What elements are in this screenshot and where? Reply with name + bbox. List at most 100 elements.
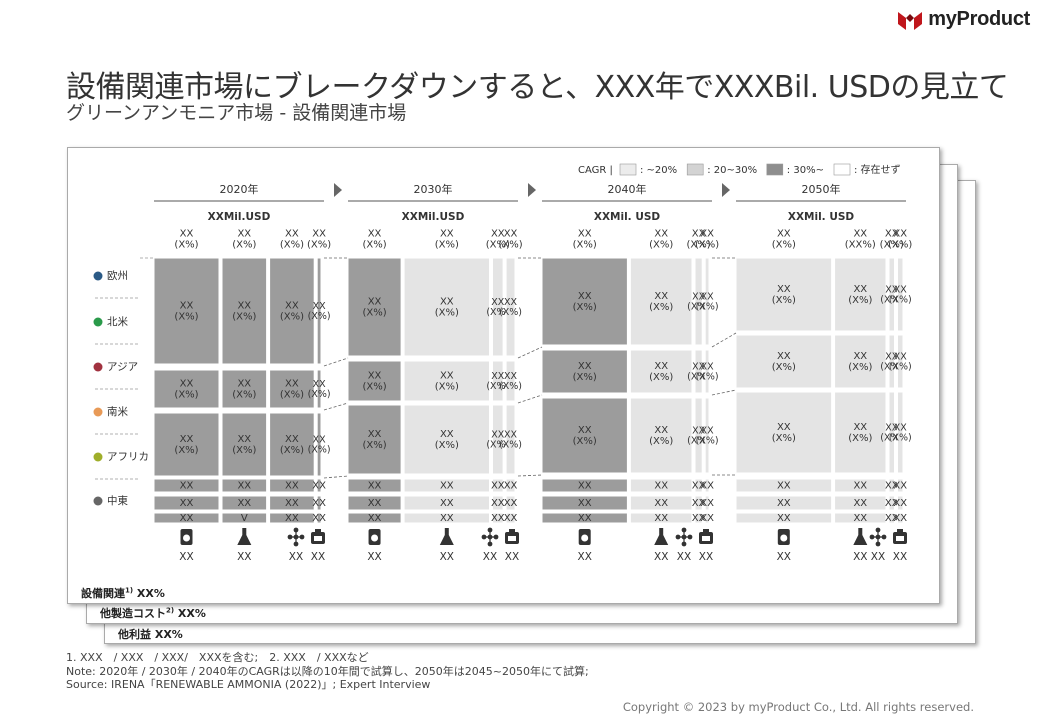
cell-label-small: XX — [440, 498, 454, 509]
brand-mark-icon — [898, 11, 923, 30]
copyright: Copyright © 2023 by myProduct Co., Ltd. … — [622, 700, 974, 714]
cell-label-small: XX — [180, 481, 194, 492]
cell-label: XX (X%) — [435, 371, 459, 393]
cell-label-small: XX — [312, 481, 326, 492]
molecule-icon — [675, 527, 693, 547]
flask-icon — [439, 528, 454, 545]
market-cell-small — [834, 512, 887, 524]
connector-line — [517, 394, 543, 404]
period-total: XXMil.USD — [208, 211, 271, 223]
cell-label-small: XX — [885, 513, 899, 524]
cell-label: XX (X%) — [308, 434, 331, 455]
market-cell — [347, 257, 402, 357]
column-bottom-label: XX — [440, 551, 454, 563]
market-cell-small — [505, 512, 516, 524]
market-cell-small — [505, 478, 516, 493]
market-cell — [269, 412, 315, 477]
cell-label-small: XX — [853, 498, 867, 509]
cell-label: XX (X%) — [435, 429, 459, 451]
region-dot — [93, 317, 103, 327]
cell-label-small: XX — [654, 513, 668, 524]
market-cell-small — [153, 478, 220, 493]
cell-label-small: XX — [368, 513, 382, 524]
column-top-label: XX (X%) — [498, 229, 522, 251]
period-total: XXMil. USD — [594, 211, 661, 223]
market-cell — [629, 257, 693, 346]
region-dot — [93, 271, 103, 281]
cell-label-small: XX — [578, 513, 592, 524]
connector-line — [711, 332, 737, 348]
cell-label: XX (X%) — [772, 284, 796, 306]
cell-label-small: V — [241, 513, 248, 524]
period-label: 2030年 — [414, 182, 453, 196]
region-label: 中東 — [107, 494, 128, 507]
cell-label-small: XX — [853, 481, 867, 492]
period-total: XXMil. USD — [788, 211, 855, 223]
market-cell-small — [505, 495, 516, 511]
market-cell — [153, 257, 220, 365]
market-cell — [492, 404, 504, 475]
market-cell — [347, 360, 402, 402]
column-bottom-label: XX — [578, 551, 592, 563]
market-cell-small — [492, 478, 504, 493]
market-cell — [221, 257, 268, 365]
layer-label-manufacturing: 他製造コスト2) XX% — [100, 606, 206, 620]
cell-label-small: XX — [440, 481, 454, 492]
column-top-label: XX (X%) — [573, 229, 597, 251]
market-cell-small — [888, 478, 895, 493]
cell-label: XX (X%) — [649, 425, 673, 447]
legend-label: : 30%~ — [787, 165, 824, 176]
market-cell-small — [221, 495, 268, 511]
market-cell — [269, 369, 315, 409]
market-cell-small — [153, 512, 220, 524]
cell-label: XX (X%) — [486, 370, 509, 391]
column-top-label: XX (X%) — [880, 229, 904, 251]
market-cell — [897, 334, 904, 389]
cell-label: XX (X%) — [880, 284, 903, 305]
market-cell-small — [347, 512, 402, 524]
column-top-label: XX (X%) — [649, 229, 673, 251]
flask-icon — [654, 528, 669, 545]
market-cell-small — [221, 512, 268, 524]
cell-label-small: XX — [885, 498, 899, 509]
connector-line — [323, 357, 349, 367]
column-bottom-label: XX — [179, 551, 193, 563]
cell-label: XX (X%) — [772, 422, 796, 444]
column-bottom-label: XX — [483, 551, 497, 563]
hydrogen-tank-icon — [505, 529, 519, 544]
cell-label-small: XX — [237, 498, 251, 509]
cell-label: XX (X%) — [232, 301, 256, 323]
cell-label: XX (X%) — [687, 361, 710, 382]
molecule-icon — [287, 527, 305, 547]
market-cell — [704, 349, 710, 394]
layer-label-profit: 他利益 XX% — [118, 628, 183, 641]
market-cell — [316, 412, 322, 477]
cell-label: XX (X%) — [772, 351, 796, 373]
market-cell-small — [694, 495, 703, 511]
column-bottom-label: XX — [893, 551, 907, 563]
market-cell — [221, 369, 268, 409]
market-cell — [694, 397, 703, 474]
molecule-bond — [484, 530, 496, 544]
cell-label: XX (X%) — [435, 297, 459, 319]
market-cell — [735, 334, 833, 389]
column-bottom-label: XX — [777, 551, 791, 563]
column-top-label: XX (X%) — [695, 229, 719, 251]
compressor-dial — [371, 534, 379, 542]
flask-icon — [237, 528, 252, 545]
footnote-source: Source: IRENA「RENEWABLE AMMONIA (2022)」;… — [66, 678, 431, 691]
region-label: アフリカ — [107, 451, 149, 463]
cell-label-small: XX — [893, 481, 907, 492]
period-header-bg — [154, 181, 324, 201]
cell-label: XX (X%) — [280, 434, 304, 456]
cell-label-small: XX — [504, 481, 518, 492]
region-label: アジア — [107, 361, 138, 373]
cell-label: XX (X%) — [499, 296, 522, 317]
cell-label-small: XX — [692, 498, 706, 509]
market-cell-small — [897, 495, 904, 511]
cell-label-small: XX — [504, 498, 518, 509]
market-cell — [403, 257, 491, 357]
legend-swatch — [619, 163, 637, 176]
market-cell — [505, 360, 516, 402]
tank-valve — [703, 529, 709, 533]
